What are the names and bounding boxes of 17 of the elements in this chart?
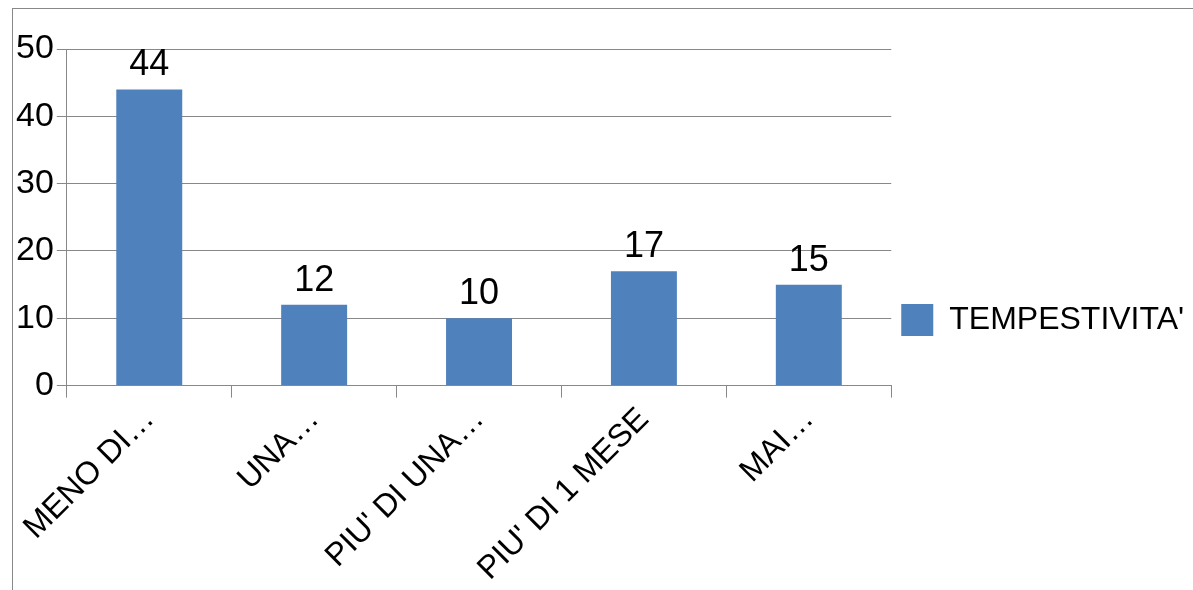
bar <box>281 304 348 386</box>
y-tick-label: 10 <box>15 296 54 335</box>
bar <box>775 284 842 386</box>
y-tick-label: 50 <box>15 27 54 66</box>
data-label: 10 <box>459 271 500 313</box>
legend-label: TEMPESTIVITA' <box>949 299 1185 336</box>
y-tick-label: 0 <box>34 363 54 402</box>
y-tick-label: 30 <box>15 162 54 201</box>
data-label: 15 <box>788 237 829 279</box>
bar <box>116 89 183 386</box>
bar <box>446 318 513 386</box>
data-label: 17 <box>623 224 664 266</box>
bar <box>610 271 677 386</box>
y-tick-label: 40 <box>15 94 54 133</box>
y-tick-label: 20 <box>15 229 54 268</box>
data-label: 44 <box>129 42 170 84</box>
data-label: 12 <box>294 257 335 299</box>
